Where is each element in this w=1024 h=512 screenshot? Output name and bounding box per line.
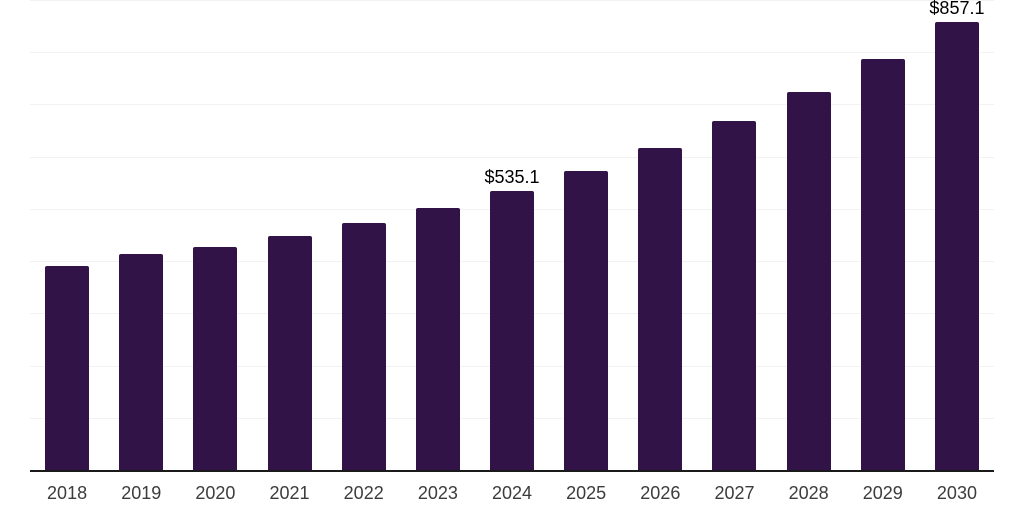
- x-tick-2029: 2029: [862, 483, 903, 503]
- bar-2022[interactable]: [341, 222, 386, 470]
- x-tick-2026: 2026: [640, 483, 681, 503]
- bar-band-2027: [697, 0, 771, 470]
- bar-band-2024: $535.1: [475, 0, 549, 470]
- bar-band-2020: [178, 0, 252, 470]
- bar-band-2019: [104, 0, 178, 470]
- gridline: [30, 156, 994, 158]
- bar-band-2023: [401, 0, 475, 470]
- bar-band-2021: [252, 0, 326, 470]
- x-tick-2025: 2025: [566, 483, 607, 503]
- value-label-2024: $535.1: [484, 166, 540, 187]
- gridline: [30, 104, 994, 106]
- x-tick-2028: 2028: [788, 483, 829, 503]
- bar-2030[interactable]: [934, 22, 979, 470]
- x-axis-labels: 2018 2019 2020 2021 2022 2023 2024 2025 2026 2027…: [30, 483, 994, 504]
- x-tick-2024: 2024: [491, 483, 533, 503]
- bar-band-2022: [327, 0, 401, 470]
- bar-band-2026: [623, 0, 697, 470]
- bars-row: $535.1 $857.1: [30, 0, 994, 470]
- bar-2024[interactable]: [490, 190, 535, 470]
- bar-band-2018: [30, 0, 104, 470]
- x-tick-2021: 2021: [269, 483, 310, 503]
- x-tick-2030: 2030: [936, 483, 977, 503]
- plot-area: $535.1 $857.1: [30, 0, 994, 472]
- bar-2028[interactable]: [786, 92, 831, 470]
- bar-2020[interactable]: [193, 246, 238, 470]
- bar-band-2025: [549, 0, 623, 470]
- bar-2018[interactable]: [45, 265, 90, 470]
- gridline: [30, 0, 994, 1]
- bar-2021[interactable]: [267, 235, 312, 470]
- bar-2025[interactable]: [564, 170, 609, 470]
- gridline: [30, 52, 994, 54]
- bar-2023[interactable]: [415, 207, 460, 470]
- bar-band-2030: $857.1: [920, 0, 994, 470]
- x-tick-2023: 2023: [417, 483, 458, 503]
- x-tick-2027: 2027: [714, 483, 755, 503]
- x-tick-2018: 2018: [47, 483, 88, 503]
- bar-band-2028: [772, 0, 846, 470]
- value-label-2030: $857.1: [929, 0, 985, 19]
- x-tick-2019: 2019: [121, 483, 162, 503]
- x-tick-2022: 2022: [343, 483, 384, 503]
- bar-2019[interactable]: [119, 253, 164, 470]
- bar-2027[interactable]: [712, 121, 757, 470]
- bar-2026[interactable]: [638, 147, 683, 470]
- bar-band-2029: [846, 0, 920, 470]
- bar-2029[interactable]: [860, 59, 905, 470]
- x-tick-2020: 2020: [195, 483, 236, 503]
